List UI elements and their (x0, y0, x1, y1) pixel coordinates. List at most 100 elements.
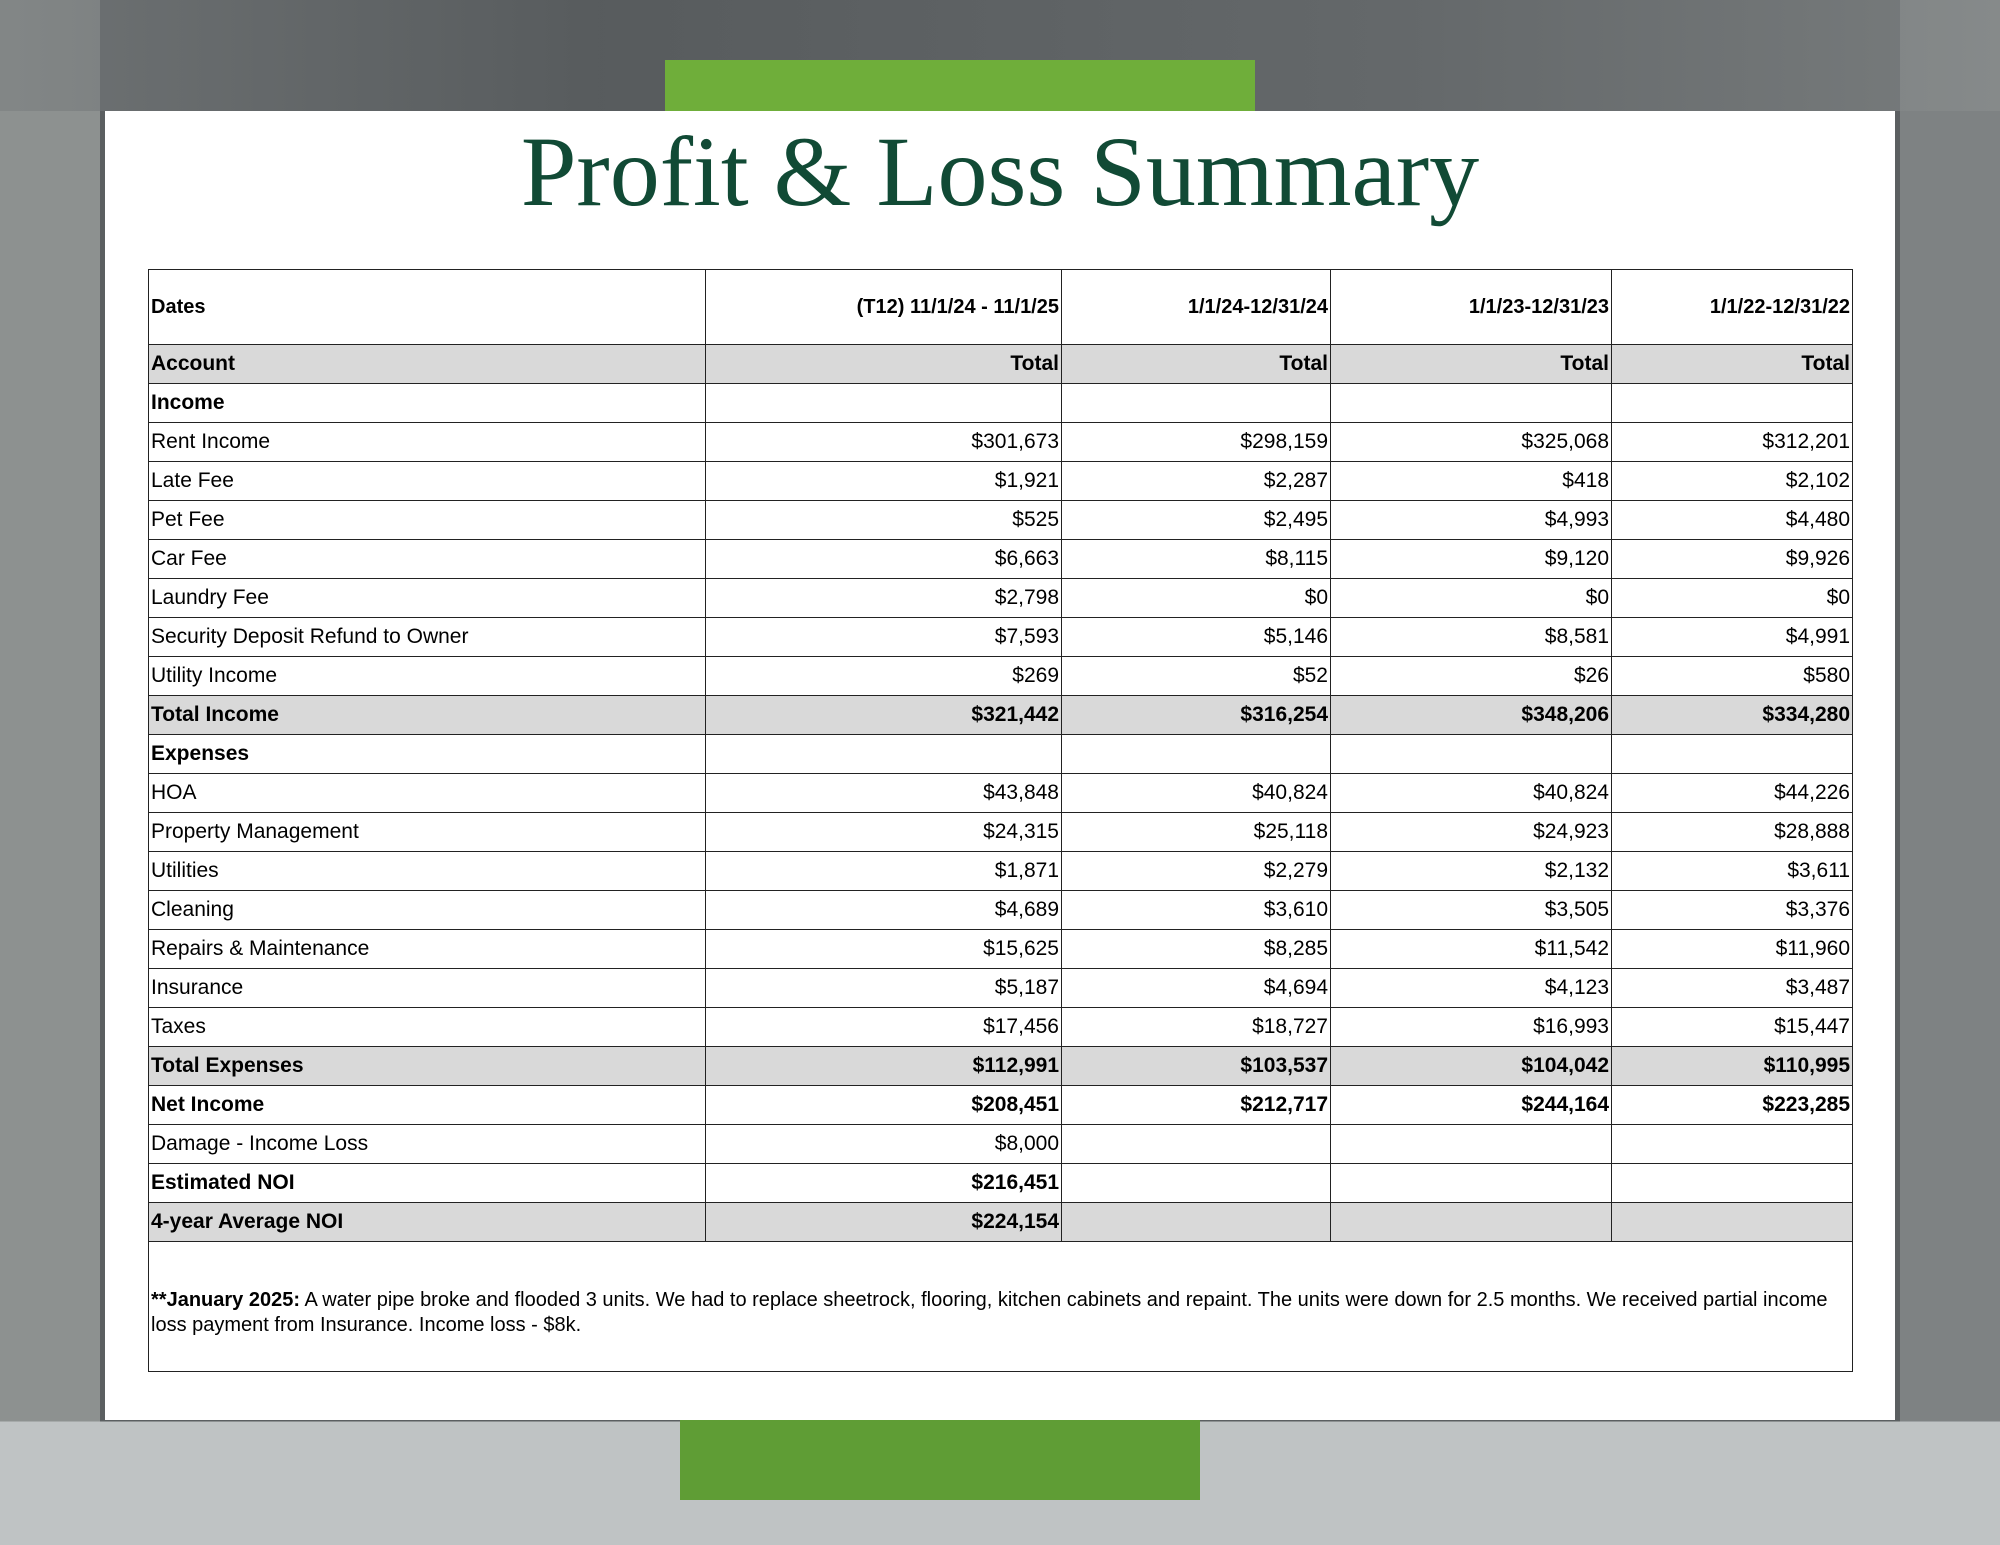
value-cell: $208,451 (705, 1085, 1062, 1125)
value-cell: $44,226 (1611, 773, 1853, 813)
value-cell (1061, 1124, 1331, 1164)
value-cell (1330, 1124, 1612, 1164)
value-cell: $3,487 (1611, 968, 1853, 1008)
value-cell: $325,068 (1330, 422, 1612, 462)
value-cell (705, 734, 1062, 774)
value-cell: $1,871 (705, 851, 1062, 891)
value-cell: $4,694 (1061, 968, 1331, 1008)
table-row: Repairs & Maintenance $15,625 $8,285 $11,54… (148, 929, 1853, 969)
table-row: Taxes $17,456 $18,727 $16,993 $15,447 (148, 1007, 1853, 1047)
value-cell: (T12) 11/1/24 - 11/1/25 (705, 269, 1062, 345)
value-cell: $40,824 (1061, 773, 1331, 813)
value-cell: $28,888 (1611, 812, 1853, 852)
value-cell: 1/1/23-12/31/23 (1330, 269, 1612, 345)
value-cell (1061, 734, 1331, 774)
label-cell: Income (148, 383, 706, 423)
label-cell: Security Deposit Refund to Owner (148, 617, 706, 657)
value-cell: $15,625 (705, 929, 1062, 969)
table-row: Late Fee $1,921 $2,287 $418 $2,102 (148, 461, 1853, 501)
value-cell: $15,447 (1611, 1007, 1853, 1047)
value-cell: $2,287 (1061, 461, 1331, 501)
value-cell: Total (1061, 344, 1331, 384)
label-cell: Taxes (148, 1007, 706, 1047)
label-cell: Net Income (148, 1085, 706, 1125)
value-cell: $334,280 (1611, 695, 1853, 735)
value-cell: Total (1611, 344, 1853, 384)
table-row: Cleaning $4,689 $3,610 $3,505 $3,376 (148, 890, 1853, 930)
label-cell: Insurance (148, 968, 706, 1008)
value-cell: $104,042 (1330, 1046, 1612, 1086)
label-cell: Late Fee (148, 461, 706, 501)
label-cell: Cleaning (148, 890, 706, 930)
value-cell: $112,991 (705, 1046, 1062, 1086)
value-cell: $43,848 (705, 773, 1062, 813)
value-cell (1330, 383, 1612, 423)
value-cell: $2,279 (1061, 851, 1331, 891)
table-row: Total Income $321,442 $316,254 $348,206 $334… (148, 695, 1853, 735)
value-cell: $2,495 (1061, 500, 1331, 540)
pnl-table: Dates (T12) 11/1/24 - 11/1/25 1/1/24-12/31… (148, 269, 1853, 1372)
background-photo (680, 1420, 1200, 1500)
value-cell: $8,115 (1061, 539, 1331, 579)
table-row: Pet Fee $525 $2,495 $4,993 $4,480 (148, 500, 1853, 540)
value-cell: $269 (705, 656, 1062, 696)
value-cell: $25,118 (1061, 812, 1331, 852)
value-cell: $17,456 (705, 1007, 1062, 1047)
label-cell: Repairs & Maintenance (148, 929, 706, 969)
table-row: HOA $43,848 $40,824 $40,824 $44,226 (148, 773, 1853, 813)
value-cell (1061, 1202, 1331, 1242)
value-cell: $3,610 (1061, 890, 1331, 930)
title: Profit & Loss Summary (520, 116, 1480, 227)
value-cell: $0 (1330, 578, 1612, 618)
value-cell: $224,154 (705, 1202, 1062, 1242)
value-cell: $2,798 (705, 578, 1062, 618)
label-cell: HOA (148, 773, 706, 813)
label-cell: Estimated NOI (148, 1163, 706, 1203)
value-cell: $2,102 (1611, 461, 1853, 501)
value-cell: $4,689 (705, 890, 1062, 930)
table-row: Rent Income $301,673 $298,159 $325,068 $312,… (148, 422, 1853, 462)
label-cell: Property Management (148, 812, 706, 852)
value-cell: $6,663 (705, 539, 1062, 579)
value-cell (705, 383, 1062, 423)
note-text: A water pipe broke and flooded 3 units. … (151, 1288, 1828, 1336)
label-cell: Dates (148, 269, 706, 345)
table-row: Car Fee $6,663 $8,115 $9,120 $9,926 (148, 539, 1853, 579)
value-cell: $8,285 (1061, 929, 1331, 969)
value-cell: $244,164 (1330, 1085, 1612, 1125)
table-row: Laundry Fee $2,798 $0 $0 $0 (148, 578, 1853, 618)
label-cell: Total Expenses (148, 1046, 706, 1086)
table-row: 4-year Average NOI $224,154 (148, 1202, 1853, 1242)
value-cell: $2,132 (1330, 851, 1612, 891)
value-cell: $103,537 (1061, 1046, 1331, 1086)
table-row: Dates (T12) 11/1/24 - 11/1/25 1/1/24-12/31… (148, 269, 1853, 345)
table-row: Utilities $1,871 $2,279 $2,132 $3,611 (148, 851, 1853, 891)
value-cell: $580 (1611, 656, 1853, 696)
value-cell: $8,000 (705, 1124, 1062, 1164)
table-row: Account Total Total Total Total (148, 344, 1853, 384)
value-cell: $8,581 (1330, 617, 1612, 657)
value-cell: $3,505 (1330, 890, 1612, 930)
label-cell: Car Fee (148, 539, 706, 579)
label-cell: Expenses (148, 734, 706, 774)
value-cell: $321,442 (705, 695, 1062, 735)
value-cell (1061, 383, 1331, 423)
value-cell: $216,451 (705, 1163, 1062, 1203)
table-row: Income (148, 383, 1853, 423)
value-cell: $3,376 (1611, 890, 1853, 930)
value-cell: $301,673 (705, 422, 1062, 462)
value-cell: $316,254 (1061, 695, 1331, 735)
value-cell: $3,611 (1611, 851, 1853, 891)
value-cell: $4,123 (1330, 968, 1612, 1008)
value-cell: $418 (1330, 461, 1612, 501)
value-cell: $24,923 (1330, 812, 1612, 852)
label-cell: Total Income (148, 695, 706, 735)
value-cell: $4,991 (1611, 617, 1853, 657)
value-cell: $312,201 (1611, 422, 1853, 462)
value-cell: $7,593 (705, 617, 1062, 657)
value-cell (1330, 1202, 1612, 1242)
label-cell: Utility Income (148, 656, 706, 696)
value-cell (1330, 1163, 1612, 1203)
value-cell: $223,285 (1611, 1085, 1853, 1125)
label-cell: Laundry Fee (148, 578, 706, 618)
